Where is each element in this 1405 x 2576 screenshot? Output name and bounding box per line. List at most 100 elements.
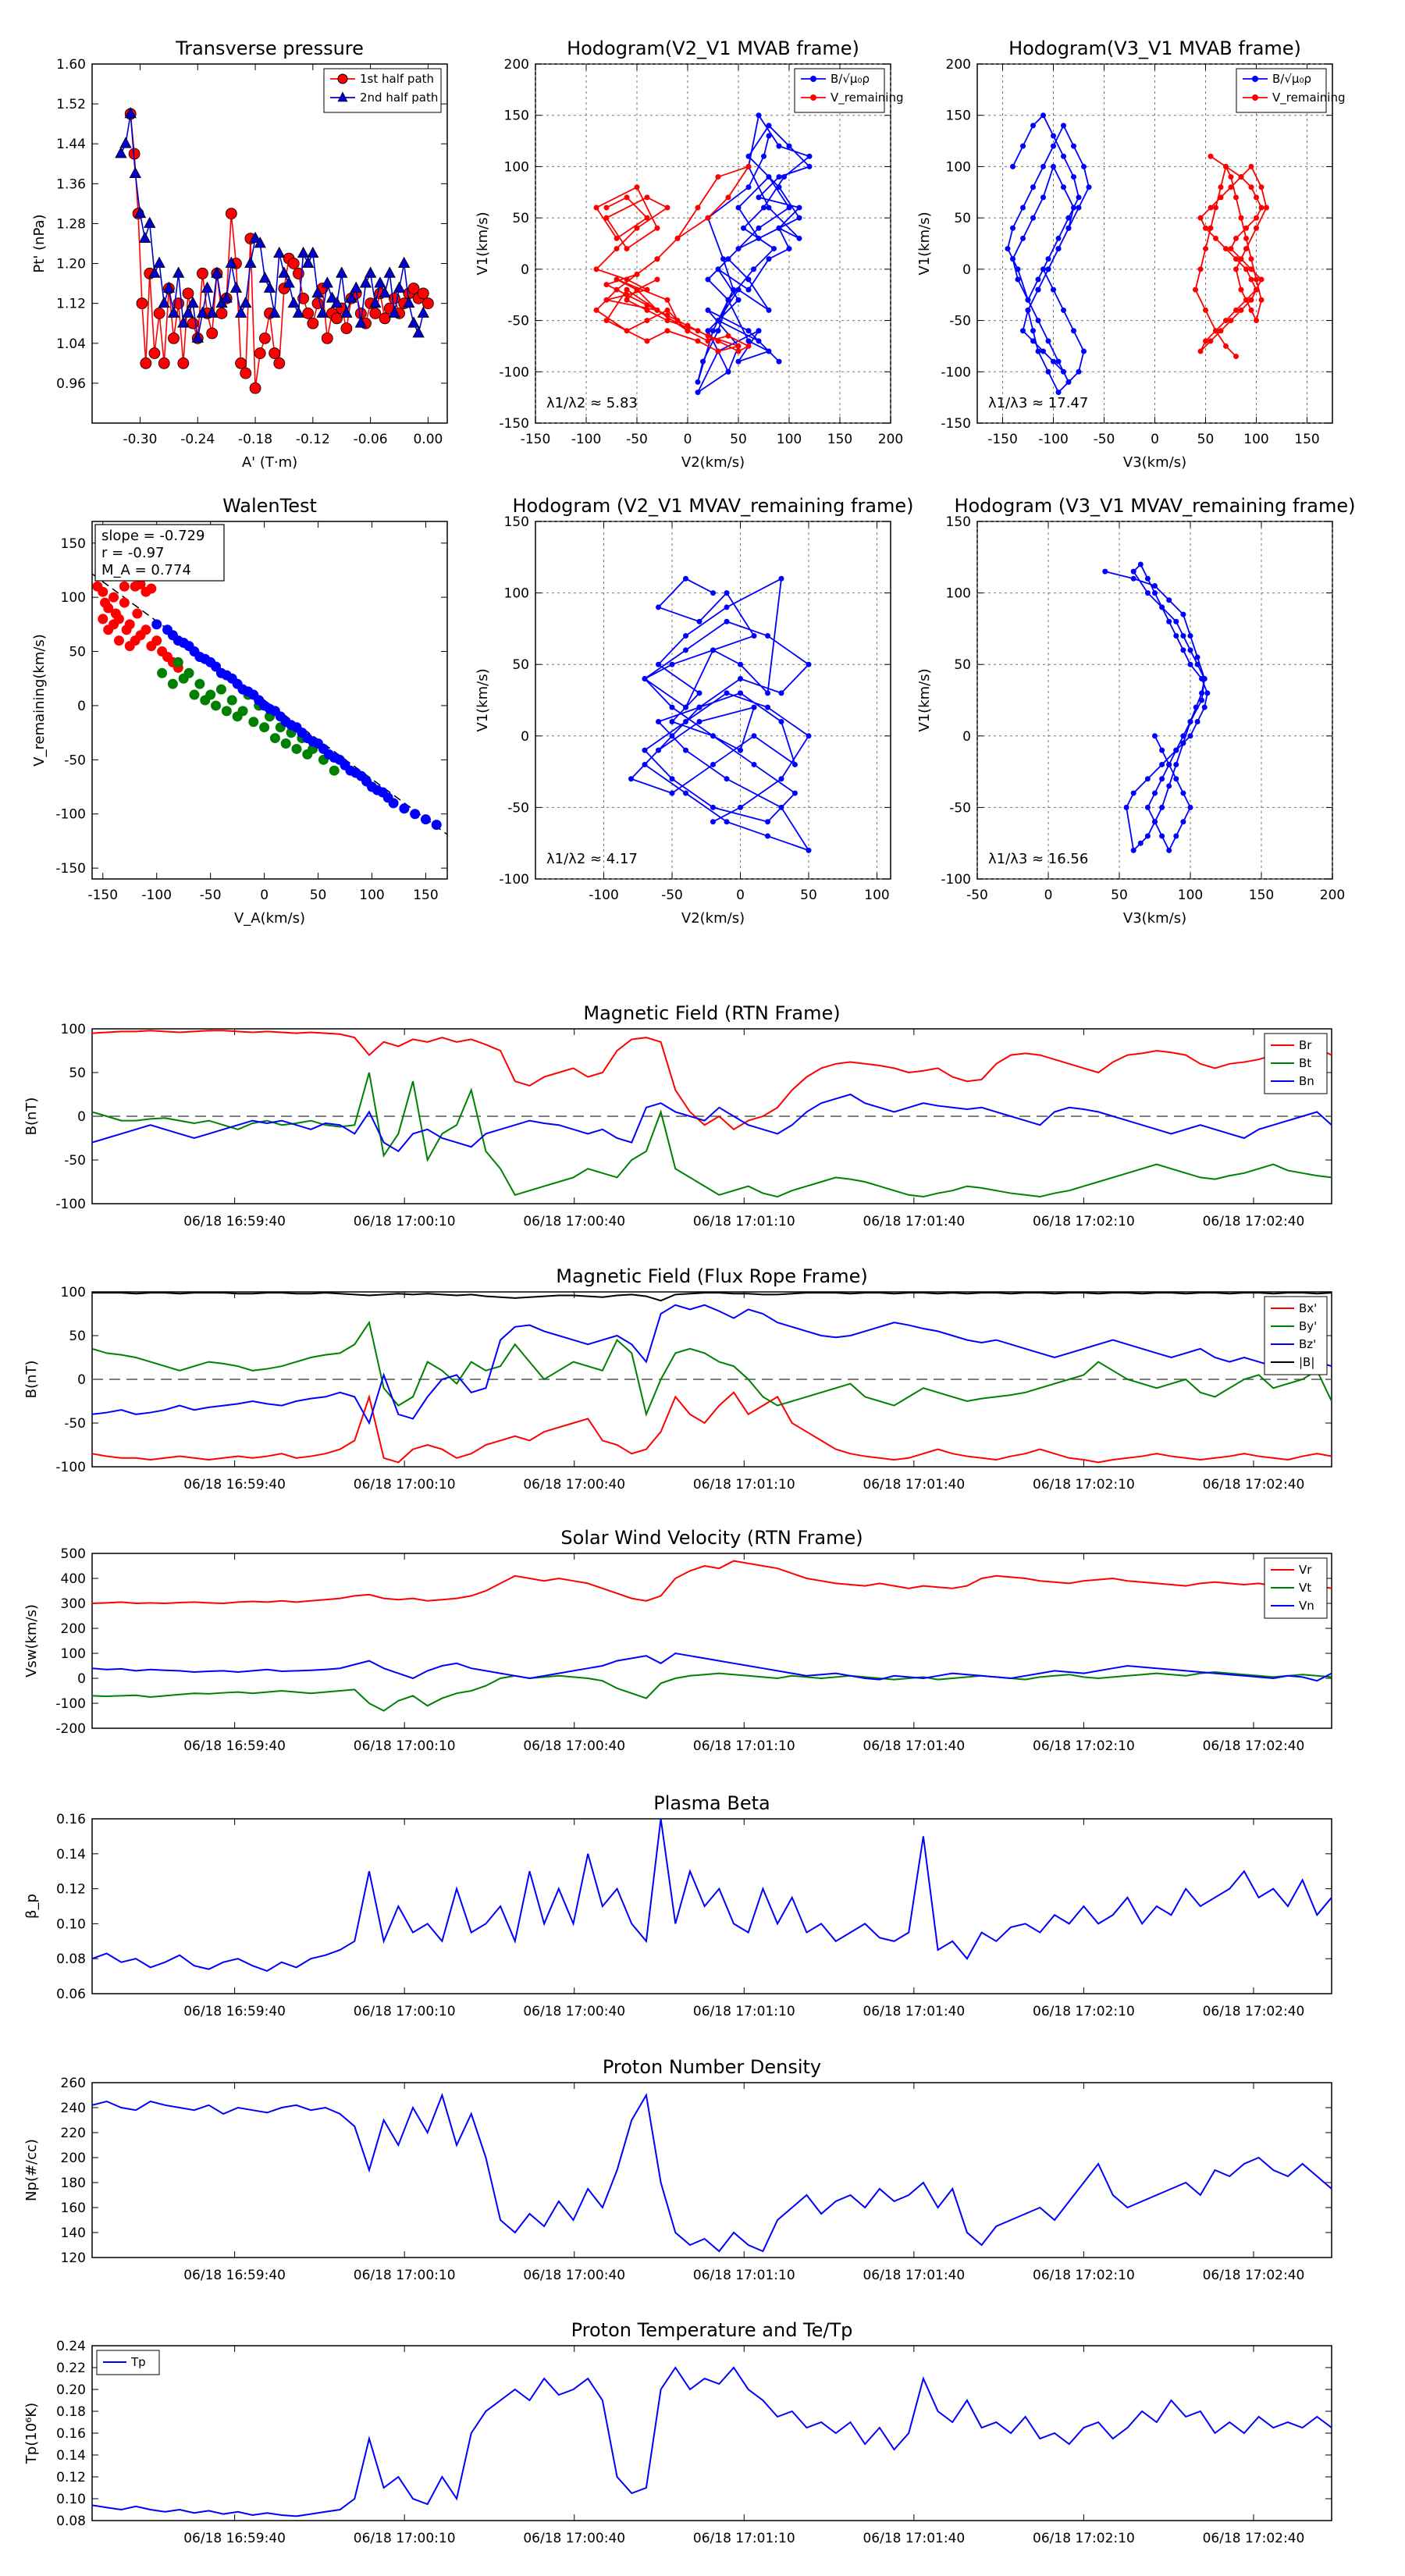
y-tick-label: -150 — [941, 416, 971, 432]
x-tick-label: 06/18 17:02:10 — [1033, 1214, 1135, 1229]
data-point — [1010, 256, 1016, 262]
data-point — [1213, 328, 1218, 334]
data-point — [669, 661, 675, 667]
data-point — [683, 647, 688, 653]
x-tick-label: -0.24 — [180, 432, 215, 447]
plot-area — [92, 2092, 1332, 2253]
data-point — [715, 348, 721, 354]
data-point — [194, 678, 205, 689]
series-line-2ndhalfpath — [120, 113, 425, 339]
chart-title: Transverse pressure — [175, 37, 364, 59]
data-point — [340, 306, 353, 318]
data-point — [1233, 256, 1239, 262]
x-tick-label: 100 — [777, 432, 802, 447]
data-point — [1243, 235, 1249, 241]
eigenvalue-ratio: λ1/λ3 ≈ 16.56 — [988, 851, 1088, 867]
data-point — [1218, 328, 1224, 334]
transverse-pressure-chart: Transverse pressure -0.30 -0.24 -0.18 -0.12 -… — [31, 37, 448, 471]
data-point — [735, 358, 742, 365]
data-point — [379, 286, 391, 298]
data-point — [1081, 348, 1087, 354]
legend-label: |B| — [1299, 1355, 1314, 1369]
data-point — [765, 819, 770, 825]
data-point — [1061, 184, 1066, 190]
data-point — [133, 206, 147, 219]
data-point — [196, 306, 209, 318]
data-point — [735, 297, 742, 303]
x-tick-label: 06/18 17:02:40 — [1203, 1214, 1305, 1229]
data-point — [1010, 163, 1016, 169]
y-tick-label: 100 — [61, 1646, 86, 1662]
data-point — [1187, 804, 1193, 810]
x-tick-label: 200 — [878, 432, 903, 447]
data-point — [1144, 575, 1151, 582]
data-point — [1254, 194, 1259, 201]
y-tick-label: 1.60 — [56, 57, 86, 73]
data-point — [765, 633, 770, 639]
data-point — [603, 282, 610, 288]
data-point — [806, 733, 812, 739]
legend-marker — [810, 94, 816, 101]
data-point — [1203, 338, 1208, 344]
data-point — [778, 575, 784, 582]
data-point — [1173, 633, 1179, 639]
data-point — [1238, 307, 1244, 313]
x-tick-label: 06/18 17:01:40 — [863, 1477, 965, 1493]
data-point — [685, 322, 691, 329]
data-point — [119, 597, 130, 608]
legend-box — [96, 2350, 160, 2375]
data-point — [1199, 697, 1205, 703]
y-tick-label: -150 — [499, 416, 529, 432]
y-tick-label: 0.06 — [56, 1987, 86, 2002]
data-point — [1130, 847, 1136, 853]
data-point — [211, 700, 222, 711]
data-point — [683, 747, 688, 753]
y-tick-label: 0.16 — [56, 1812, 86, 1827]
x-tick-label: 100 — [359, 888, 384, 903]
data-point — [776, 358, 782, 365]
y-tick-label: 0.10 — [56, 1916, 86, 1932]
y-tick-label: -50 — [507, 314, 529, 329]
data-point — [664, 205, 670, 211]
data-point — [761, 153, 767, 159]
data-point — [1086, 184, 1092, 190]
data-point — [280, 738, 291, 749]
data-point — [1010, 225, 1016, 231]
data-point — [669, 776, 675, 782]
walen-stat-line: slope = -0.729 — [101, 528, 205, 544]
data-point — [1020, 235, 1026, 241]
chart-title: Hodogram (V2_V1 MVAV_remaining frame) — [512, 495, 913, 517]
data-point — [628, 776, 634, 782]
data-point — [669, 718, 675, 724]
data-point — [369, 296, 382, 308]
data-point — [593, 307, 599, 313]
y-tick-label: 0.18 — [56, 2404, 86, 2420]
data-point — [1051, 143, 1056, 149]
data-point — [731, 286, 736, 293]
data-point — [644, 318, 650, 324]
y-tick-label: 1.04 — [56, 336, 86, 352]
y-tick-label: 100 — [61, 590, 86, 606]
data-point — [715, 328, 721, 334]
data-point — [710, 590, 716, 596]
data-point — [1152, 790, 1158, 796]
data-point — [361, 776, 372, 787]
x-tick-label: 06/18 17:00:10 — [354, 2004, 456, 2019]
data-point — [329, 765, 340, 776]
data-point — [1223, 343, 1229, 349]
data-point — [1152, 582, 1158, 589]
data-point — [766, 174, 772, 180]
x-tick-label: -100 — [141, 888, 172, 903]
data-point — [307, 246, 319, 258]
plot-frame — [535, 521, 891, 880]
data-point — [766, 348, 772, 354]
x-tick-label: 06/18 16:59:40 — [183, 1477, 286, 1493]
legend-label: Br — [1299, 1038, 1312, 1052]
y-tick-label: -100 — [55, 1197, 86, 1212]
data-point — [1051, 358, 1056, 365]
data-point — [1193, 704, 1199, 710]
data-point — [1071, 328, 1076, 334]
data-point — [1065, 225, 1072, 231]
y-tick-label: 1.12 — [56, 297, 86, 312]
data-point — [593, 266, 599, 272]
